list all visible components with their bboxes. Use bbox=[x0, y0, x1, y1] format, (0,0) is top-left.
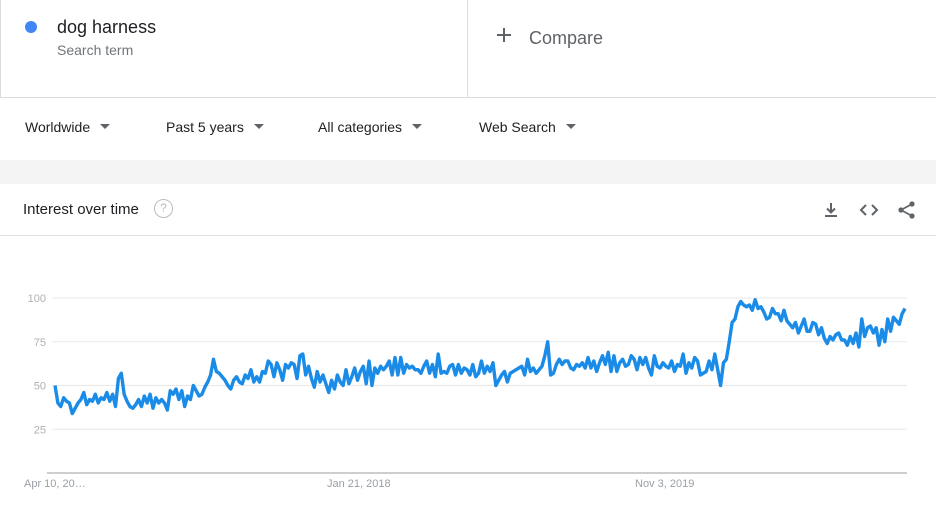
share-icon[interactable] bbox=[897, 200, 917, 220]
y-tick-label: 75 bbox=[34, 337, 46, 349]
filter-search-type-label: Web Search bbox=[479, 119, 556, 135]
filter-region-label: Worldwide bbox=[25, 119, 91, 135]
interest-over-time-widget: Interest over time ? 25 50 75 100 Apr 10, 2… bbox=[0, 184, 936, 518]
download-icon[interactable] bbox=[821, 200, 841, 220]
plus-icon bbox=[493, 24, 515, 46]
filter-time-range[interactable]: Past 5 years bbox=[166, 119, 264, 135]
compare-button[interactable]: Compare bbox=[469, 0, 936, 98]
caret-down-icon bbox=[253, 123, 264, 129]
filter-region[interactable]: Worldwide bbox=[25, 119, 111, 135]
search-term-subtitle: Search term bbox=[57, 42, 134, 58]
widget-header: Interest over time ? bbox=[0, 184, 936, 236]
filter-time-range-label: Past 5 years bbox=[166, 119, 244, 135]
y-tick-label: 50 bbox=[34, 381, 46, 393]
help-icon[interactable]: ? bbox=[154, 199, 173, 218]
y-axis-ticks: 25 50 75 100 bbox=[28, 293, 46, 436]
caret-down-icon bbox=[412, 123, 423, 129]
search-term-name[interactable]: dog harness bbox=[57, 17, 157, 37]
filter-category[interactable]: All categories bbox=[318, 119, 423, 135]
x-tick-label: Apr 10, 20… bbox=[24, 478, 86, 490]
section-gap bbox=[0, 160, 936, 184]
x-tick-label: Jan 21, 2018 bbox=[327, 478, 391, 490]
x-tick-label: Nov 3, 2019 bbox=[635, 478, 694, 490]
filter-search-type[interactable]: Web Search bbox=[479, 119, 576, 135]
interest-chart: 25 50 75 100 Apr 10, 20… Jan 21, 2018 Nov 3… bbox=[24, 293, 907, 490]
filter-bar: Worldwide Past 5 years All categories We… bbox=[0, 98, 936, 160]
y-tick-label: 25 bbox=[34, 424, 46, 436]
y-tick-label: 100 bbox=[28, 293, 46, 305]
search-term-card[interactable]: dog harness Search term bbox=[0, 0, 468, 98]
series-line-dog-harness[interactable] bbox=[53, 298, 907, 416]
search-term-bar: dog harness Search term Compare bbox=[0, 0, 936, 98]
embed-icon[interactable] bbox=[859, 200, 879, 220]
caret-down-icon bbox=[565, 123, 576, 129]
caret-down-icon bbox=[100, 123, 111, 129]
term-color-dot bbox=[25, 21, 37, 33]
widget-title: Interest over time bbox=[23, 201, 139, 218]
compare-label: Compare bbox=[529, 28, 604, 48]
filter-category-label: All categories bbox=[318, 119, 403, 135]
